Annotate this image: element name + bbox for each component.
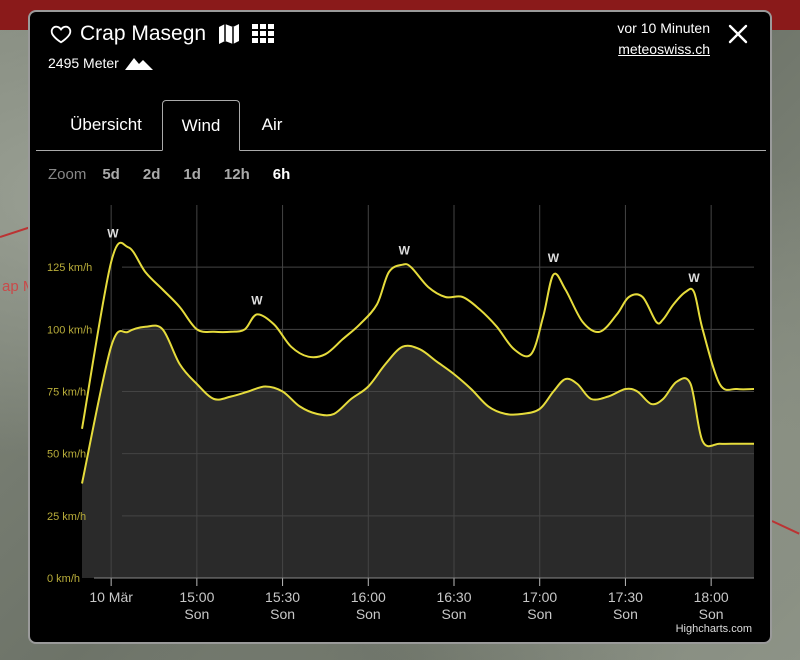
altitude-row: 2495 Meter — [48, 55, 153, 71]
y-tick-label: 50 km/h — [47, 449, 86, 461]
map-icon[interactable] — [218, 23, 240, 45]
close-icon[interactable] — [728, 24, 748, 44]
x-tick-sublabel: Son — [270, 606, 295, 622]
x-tick-label: 16:00 — [351, 589, 386, 605]
tab-air[interactable]: Air — [261, 115, 283, 134]
x-tick-sublabel: Son — [613, 606, 638, 622]
tab-wind[interactable]: Wind — [162, 100, 240, 151]
y-tick-label: 0 km/h — [47, 573, 80, 585]
altitude-text: 2495 Meter — [48, 55, 119, 71]
chart-area-fill — [82, 325, 754, 578]
x-tick-sublabel: Son — [184, 606, 209, 622]
zoom-12h-button[interactable]: 12h — [223, 166, 250, 183]
x-tick-label: 10 Mär — [89, 589, 133, 605]
y-tick-label: 100 km/h — [47, 324, 92, 336]
mountain-icon — [124, 58, 153, 70]
wind-direction-label: W — [548, 251, 560, 265]
zoom-6h-button[interactable]: 6h — [272, 166, 291, 183]
x-tick-label: 15:30 — [265, 589, 300, 605]
wind-direction-label: W — [399, 244, 411, 258]
x-tick-label: 17:30 — [608, 589, 643, 605]
chart-credit[interactable]: Highcharts.com — [675, 623, 752, 635]
station-title: Crap Masegn — [80, 22, 207, 45]
source-link[interactable]: meteoswiss.ch — [618, 41, 710, 57]
wind-average-line — [81, 324, 754, 484]
wind-direction-label: W — [107, 226, 119, 240]
zoom-5d-button[interactable]: 5d — [102, 166, 120, 183]
wind-direction-label: W — [688, 271, 700, 285]
x-tick-label: 18:00 — [694, 589, 729, 605]
x-tick-sublabel: Son — [699, 606, 724, 622]
x-tick-sublabel: Son — [527, 606, 552, 622]
grid-icon[interactable] — [252, 24, 275, 44]
zoom-2d-button[interactable]: 2d — [142, 166, 161, 183]
zoom-bar: Zoom 5d 2d 1d 12h 6h — [48, 166, 313, 183]
wind-direction-label: W — [251, 293, 263, 307]
tab-uebersicht[interactable]: Übersicht — [70, 115, 142, 134]
x-tick-label: 16:30 — [436, 589, 471, 605]
x-tick-sublabel: Son — [356, 606, 381, 622]
wind-gust-line — [81, 241, 755, 429]
map-place-label: ap M — [2, 278, 36, 295]
y-tick-label: 75 km/h — [47, 387, 86, 399]
x-tick-label: 17:00 — [522, 589, 557, 605]
zoom-label: Zoom — [48, 166, 87, 183]
y-tick-label: 125 km/h — [47, 262, 92, 274]
zoom-1d-button[interactable]: 1d — [183, 166, 201, 183]
header-title-row: Crap Masegn — [50, 22, 275, 46]
tab-bar: Übersicht Wind Air — [36, 100, 766, 151]
heart-icon[interactable] — [50, 23, 72, 45]
x-tick-sublabel: Son — [442, 606, 467, 622]
x-tick-label: 15:00 — [179, 589, 214, 605]
y-tick-label: 25 km/h — [47, 511, 86, 523]
updated-time: vor 10 Minuten — [617, 20, 710, 36]
